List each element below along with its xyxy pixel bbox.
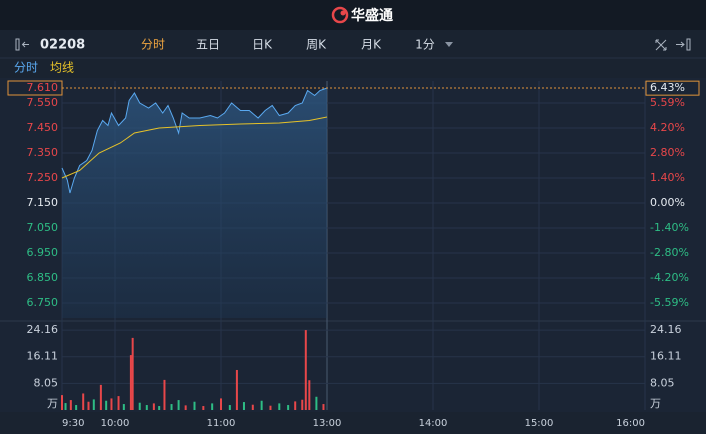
y2-tick-label: 0.00% xyxy=(650,196,685,209)
last-change-box xyxy=(645,80,700,96)
volume-bar xyxy=(251,404,254,410)
price-area-fill xyxy=(62,88,327,318)
volume-tick-label-right: 24.16 xyxy=(650,323,682,336)
y2-tick-label: -2.80% xyxy=(650,246,689,259)
brand-logo xyxy=(331,6,349,24)
x-tick-label: 16:00 xyxy=(616,418,645,429)
volume-bar xyxy=(75,405,78,410)
volume-bar xyxy=(228,405,231,410)
volume-bar xyxy=(131,337,134,410)
last-price-label: 7.610 xyxy=(27,81,59,94)
period-tab[interactable]: 日K xyxy=(252,38,273,52)
y-tick-label: 7.050 xyxy=(27,221,59,234)
volume-bar xyxy=(110,398,113,410)
volume-bar xyxy=(117,396,120,410)
volume-bar xyxy=(193,401,196,410)
volume-tick-label: 8.05 xyxy=(34,376,59,389)
legend-entry[interactable]: 均线 xyxy=(50,61,74,75)
y-tick-label: 7.250 xyxy=(27,171,59,184)
series-line xyxy=(61,87,328,194)
volume-bar xyxy=(287,405,290,410)
panel-toggle-icon[interactable] xyxy=(15,38,29,51)
volume-tick-label: 16.11 xyxy=(27,350,59,363)
y2-tick-label: 4.20% xyxy=(650,121,685,134)
volume-bar xyxy=(92,399,95,410)
y-tick-label: 7.550 xyxy=(27,96,59,109)
volume-tick-label-right: 8.05 xyxy=(650,376,675,389)
period-tab[interactable]: 1分 xyxy=(415,38,435,52)
volume-bar xyxy=(138,402,141,410)
x-tick-label: 10:00 xyxy=(101,418,130,429)
volume-tick-label: 24.16 xyxy=(27,323,59,336)
volume-bar xyxy=(177,400,180,410)
y2-tick-label: 2.80% xyxy=(650,146,685,159)
volume-bar xyxy=(99,384,102,410)
volume-bar xyxy=(64,403,67,410)
period-tab[interactable]: 分时 xyxy=(141,38,165,52)
x-tick-label: 11:00 xyxy=(207,418,236,429)
volume-bar xyxy=(235,369,238,410)
last-change-label: 6.43% xyxy=(650,81,685,94)
volume-bar xyxy=(242,402,245,410)
volume-bar xyxy=(145,405,148,410)
volume-bar xyxy=(184,405,187,410)
header-bar xyxy=(0,0,706,30)
y-tick-label: 6.850 xyxy=(27,271,59,284)
y2-tick-label: -5.59% xyxy=(650,296,689,309)
x-tick-label: 14:00 xyxy=(419,418,448,429)
volume-bar xyxy=(315,396,318,410)
y-tick-label: 7.150 xyxy=(27,196,59,209)
volume-bar xyxy=(87,401,90,410)
y-tick-label: 7.450 xyxy=(27,121,59,134)
y2-tick-label: 5.59% xyxy=(650,96,685,109)
volume-unit: 万 xyxy=(47,397,58,410)
volume-bar xyxy=(129,355,132,410)
volume-bar xyxy=(170,404,173,410)
period-tab[interactable]: 月K xyxy=(361,38,382,52)
legend-entry[interactable]: 分时 xyxy=(14,61,38,75)
y-tick-label: 6.750 xyxy=(27,296,59,309)
volume-tick-label-right: 16.11 xyxy=(650,350,682,363)
x-tick-label: 15:00 xyxy=(525,418,554,429)
volume-bar xyxy=(211,403,214,410)
x-tick-label: 9:30 xyxy=(62,418,84,429)
volume-bar xyxy=(304,330,307,410)
volume-bar xyxy=(308,380,311,410)
collapse-icon[interactable] xyxy=(676,38,691,51)
y-tick-label: 6.950 xyxy=(27,246,59,259)
volume-bar xyxy=(322,404,325,410)
y2-tick-label: 1.40% xyxy=(650,171,685,184)
volume-bar xyxy=(122,404,125,410)
volume-bar xyxy=(82,393,85,410)
volume-bar xyxy=(202,406,205,410)
y2-tick-label: -1.40% xyxy=(650,221,689,234)
volume-bar xyxy=(163,379,166,410)
stock-code: 02208 xyxy=(40,38,85,53)
y-tick-label: 7.350 xyxy=(27,146,59,159)
fullscreen-icon[interactable] xyxy=(655,39,667,51)
brand-name: 华盛通 xyxy=(351,7,393,24)
x-axis-bar xyxy=(0,412,706,434)
last-price-box xyxy=(7,80,63,96)
volume-bar xyxy=(301,399,304,410)
x-tick-label: 13:00 xyxy=(313,418,342,429)
volume-bar xyxy=(61,395,63,410)
volume-bar xyxy=(220,398,222,410)
period-tab[interactable]: 五日 xyxy=(196,38,220,52)
y2-tick-label: -4.20% xyxy=(650,271,689,284)
volume-unit-right: 万 xyxy=(650,397,661,410)
volume-bar xyxy=(278,403,281,410)
volume-bar xyxy=(158,406,161,410)
volume-bar xyxy=(69,400,72,410)
dropdown-arrow[interactable] xyxy=(445,42,453,47)
volume-bar xyxy=(105,400,108,410)
volume-bar xyxy=(260,400,263,410)
volume-bar xyxy=(294,401,297,410)
volume-bar xyxy=(269,405,272,410)
volume-bar xyxy=(152,403,155,410)
period-tab[interactable]: 周K xyxy=(306,38,327,52)
series-line xyxy=(61,116,328,179)
toolbar xyxy=(0,30,706,78)
